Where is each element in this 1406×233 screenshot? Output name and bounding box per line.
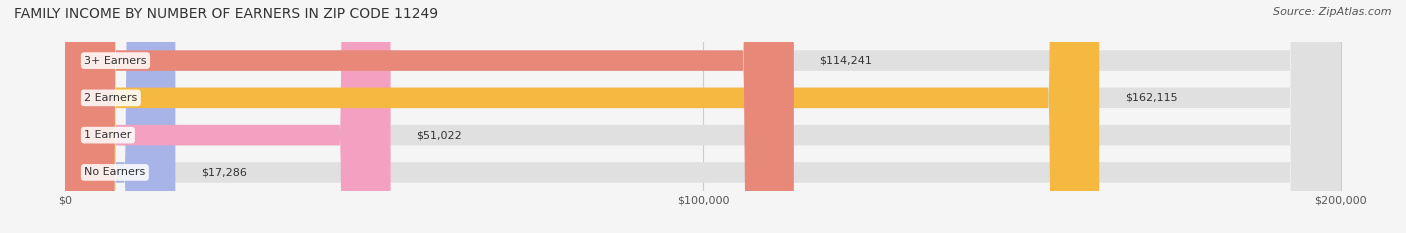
FancyBboxPatch shape bbox=[65, 0, 176, 233]
Text: 2 Earners: 2 Earners bbox=[84, 93, 138, 103]
Text: $114,241: $114,241 bbox=[820, 56, 872, 65]
FancyBboxPatch shape bbox=[65, 0, 1341, 233]
Text: $162,115: $162,115 bbox=[1125, 93, 1177, 103]
FancyBboxPatch shape bbox=[65, 0, 1099, 233]
Text: $51,022: $51,022 bbox=[416, 130, 461, 140]
Text: 3+ Earners: 3+ Earners bbox=[84, 56, 146, 65]
FancyBboxPatch shape bbox=[65, 0, 391, 233]
Text: No Earners: No Earners bbox=[84, 168, 145, 177]
FancyBboxPatch shape bbox=[65, 0, 1341, 233]
Text: FAMILY INCOME BY NUMBER OF EARNERS IN ZIP CODE 11249: FAMILY INCOME BY NUMBER OF EARNERS IN ZI… bbox=[14, 7, 439, 21]
Text: $17,286: $17,286 bbox=[201, 168, 246, 177]
FancyBboxPatch shape bbox=[65, 0, 1341, 233]
FancyBboxPatch shape bbox=[65, 0, 1341, 233]
FancyBboxPatch shape bbox=[65, 0, 794, 233]
Text: 1 Earner: 1 Earner bbox=[84, 130, 132, 140]
Text: Source: ZipAtlas.com: Source: ZipAtlas.com bbox=[1274, 7, 1392, 17]
